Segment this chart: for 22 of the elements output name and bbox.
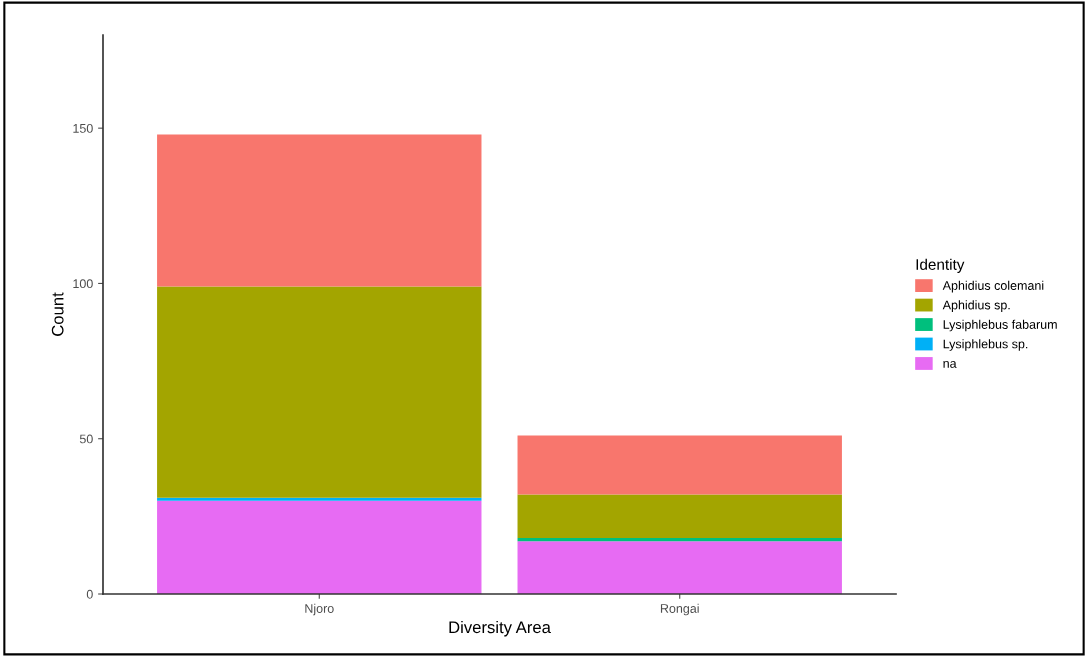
y-tick-label: 50: [79, 434, 93, 444]
y-axis-title: Count: [51, 292, 64, 336]
y-tick-label: 0: [86, 589, 93, 599]
bar: [157, 134, 482, 287]
bar: [157, 500, 482, 594]
x-axis-title: Diversity Area: [449, 620, 551, 637]
legend-label: Aphidius colemani: [942, 280, 1044, 293]
x-tick-label: Njoro: [305, 603, 334, 616]
x-tick-label: Rongai: [660, 603, 699, 616]
y-tick-label: 100: [73, 279, 93, 289]
legend-label: na: [943, 360, 957, 368]
bar: [517, 435, 842, 495]
legend-title: Identity: [916, 258, 965, 273]
bar: [157, 497, 482, 501]
bar: [517, 541, 842, 594]
legend-label: Lysiphlebus sp.: [943, 339, 1028, 351]
bar: [157, 286, 482, 498]
y-tick-label: 150: [73, 123, 93, 133]
bar: [517, 494, 842, 539]
legend-label: Lysiphlebus fabarum: [943, 319, 1057, 332]
bar: [517, 538, 842, 542]
legend-label: Aphidius sp.: [942, 300, 1010, 312]
